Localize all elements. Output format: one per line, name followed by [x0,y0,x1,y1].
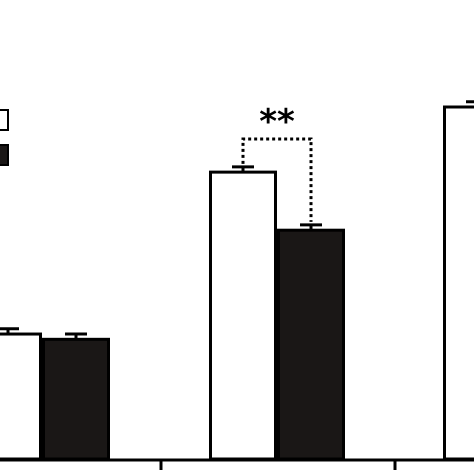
significance-label-0: ** [259,102,295,142]
bar-1-0 [42,337,110,461]
bar-0-0 [0,332,42,461]
significance-bracket-0 [241,137,313,222]
bar-0-1 [209,170,277,461]
legend-swatch-0 [0,109,9,131]
bar-1-1 [277,228,345,461]
bar-0-2 [443,105,474,461]
legend-swatch-1 [0,144,9,166]
